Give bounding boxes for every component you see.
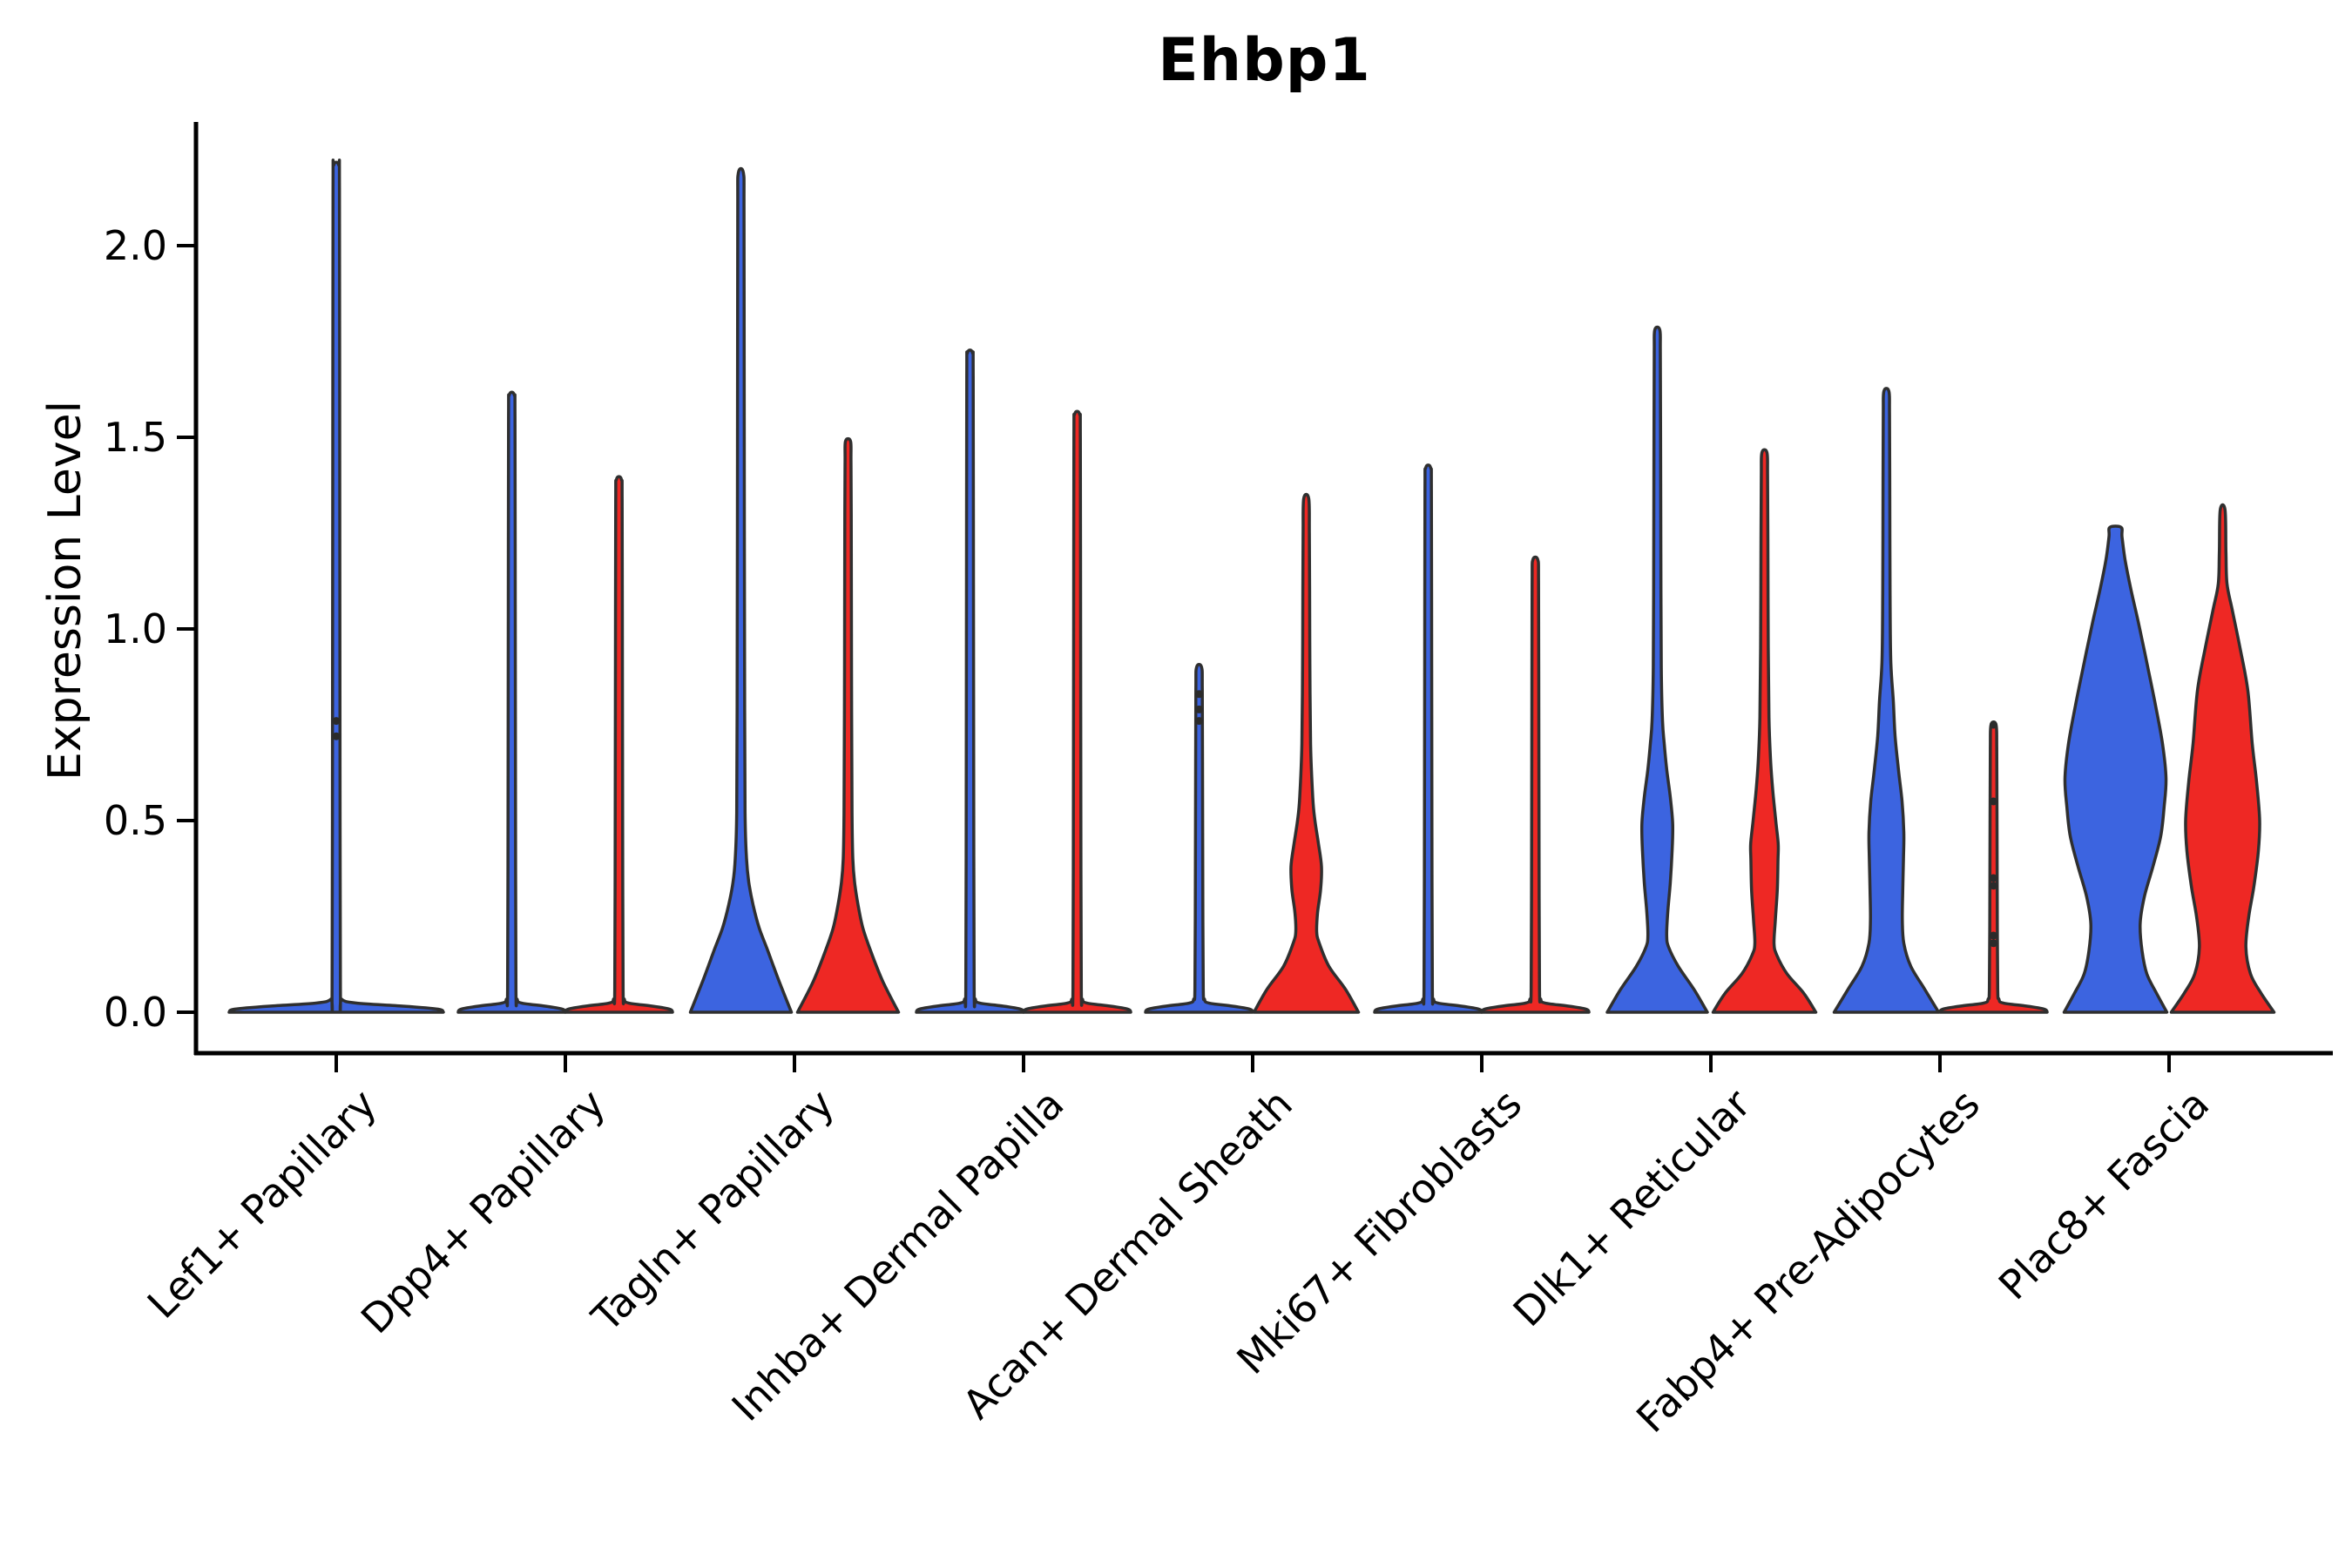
violin-blue-cat0 — [227, 159, 445, 1014]
violin-red-cat3 — [1022, 409, 1132, 1014]
chart-title: Ehbp1 — [1158, 26, 1371, 95]
data-point-dot — [332, 717, 341, 726]
y-tick-label: 0.0 — [103, 989, 167, 1036]
data-point-dot — [1195, 717, 1203, 726]
violin-red-cat2 — [795, 436, 901, 1014]
data-point-dot — [1990, 939, 1997, 948]
violin-red-cat5 — [1480, 555, 1591, 1014]
data-point-dot — [1990, 874, 1997, 882]
y-tick-label: 1.5 — [103, 414, 167, 461]
violin-blue-cat1 — [456, 390, 567, 1014]
violin-blue-cat8 — [2062, 524, 2169, 1014]
violin-blue-cat4 — [1144, 662, 1254, 1014]
data-point-dot — [1990, 931, 1997, 940]
violin-red-cat4 — [1252, 492, 1361, 1014]
violin-red-cat6 — [1711, 448, 1818, 1014]
violin-blue-cat2 — [688, 166, 794, 1014]
data-point-dot — [1195, 690, 1203, 699]
violin-red-cat7 — [1938, 720, 2049, 1014]
y-tick-label: 2.0 — [103, 222, 167, 269]
violin-blue-cat5 — [1373, 463, 1484, 1014]
violin-red-cat8 — [2169, 503, 2276, 1014]
y-tick-label: 0.5 — [103, 797, 167, 844]
data-point-dot — [1195, 705, 1203, 713]
data-point-dot — [1990, 882, 1997, 890]
data-point-dot — [1990, 797, 1997, 806]
violin-red-cat1 — [564, 475, 674, 1014]
violin-blue-cat6 — [1605, 325, 1709, 1014]
violin-blue-cat3 — [915, 348, 1025, 1014]
data-point-dot — [332, 732, 341, 740]
data-point-dot — [1990, 720, 1997, 729]
violin-blue-cat7 — [1832, 387, 1941, 1014]
y-tick-label: 1.0 — [103, 605, 167, 652]
